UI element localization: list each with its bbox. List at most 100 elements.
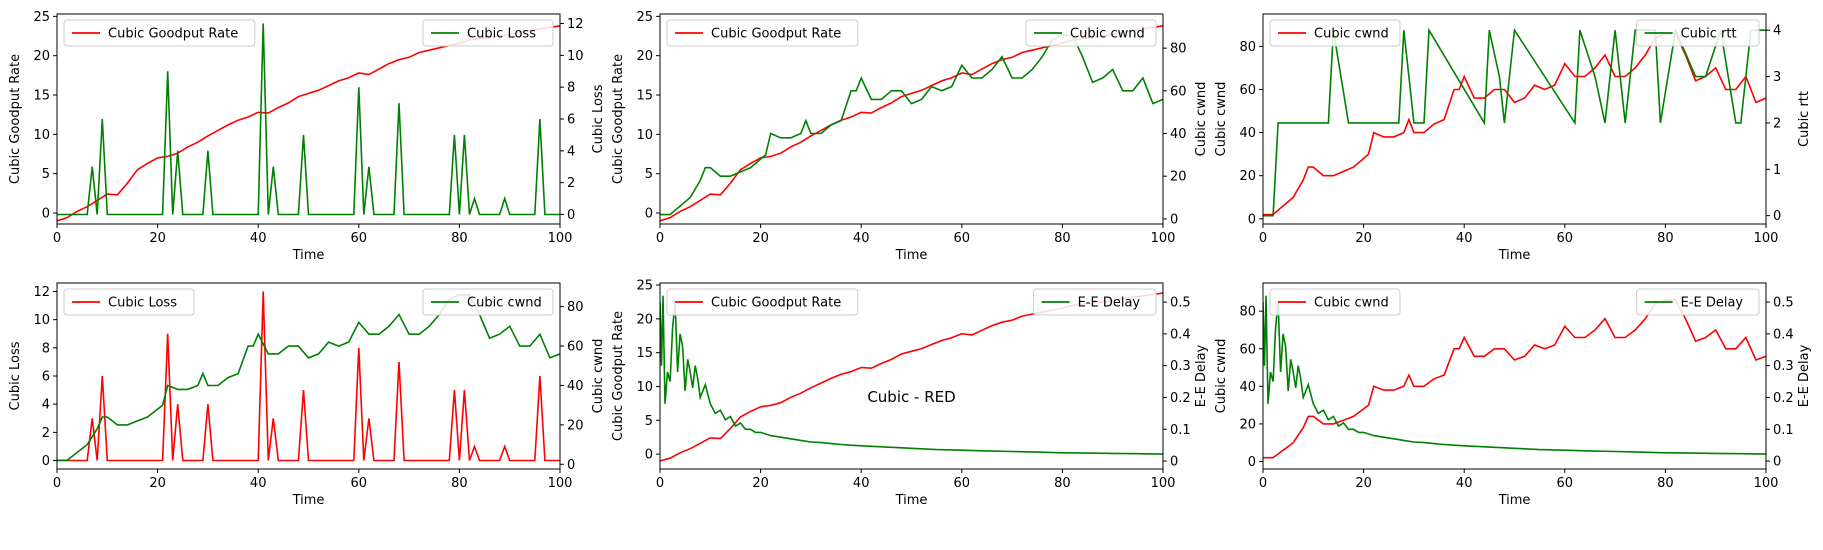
y-left-axis-label: Cubic Loss (8, 341, 23, 410)
legend-left: Cubic Goodput Rate (63, 19, 256, 47)
x-tick-label: 20 (149, 231, 166, 246)
legend-label: Cubic Loss (108, 296, 177, 311)
y-right-tick-label: 0 (1773, 455, 1781, 470)
legend-box (63, 288, 195, 316)
x-tick-label: 60 (1557, 476, 1574, 491)
y-right-axis-label: Cubic Loss (591, 84, 606, 153)
y-right-tick-label: 10 (567, 49, 584, 64)
y-right-tick-label: 0 (567, 208, 575, 223)
y-left-tick-label: 80 (1239, 40, 1256, 55)
y-left-tick-label: 25 (636, 279, 653, 294)
y-left-tick-label: 10 (33, 128, 50, 143)
y-left-tick-label: 20 (1239, 169, 1256, 184)
legend-box (422, 19, 554, 47)
legend-box (422, 288, 554, 316)
y-left-tick-label: 0 (1248, 455, 1256, 470)
y-left-tick-label: 0 (645, 448, 653, 463)
legend-box (63, 19, 256, 47)
y-right-tick-label: 0.5 (1773, 296, 1794, 311)
legend-box (666, 19, 859, 47)
y-left-tick-label: 12 (33, 285, 50, 300)
y-left-tick-label: 25 (33, 10, 50, 25)
series-line-right (57, 23, 560, 216)
legend-label: Cubic Loss (467, 27, 536, 42)
y-right-tick-label: 20 (567, 418, 584, 433)
legend-left: Cubic Goodput Rate (666, 19, 859, 47)
y-right-tick-label: 8 (567, 81, 575, 96)
legend-right: Cubic Loss (422, 19, 554, 47)
subplot-3: 0 20 40 60 80 100 Time 0 20 40 60 80 Cubic cwnd 0 1 2 3 4… (1214, 13, 1812, 263)
x-tick-label: 60 (351, 476, 368, 491)
x-tick-label: 80 (1054, 476, 1071, 491)
legend-right: Cubic cwnd (1025, 19, 1157, 47)
x-tick-label: 0 (656, 231, 664, 246)
y-left-tick-label: 40 (1239, 126, 1256, 141)
y-right-tick-label: 80 (1170, 42, 1187, 57)
x-tick-label: 80 (1657, 476, 1674, 491)
axes-frame (1262, 282, 1767, 470)
axes-frame (659, 282, 1164, 470)
legend-label: Cubic rtt (1681, 27, 1737, 42)
x-tick-label: 60 (954, 476, 971, 491)
x-tick-label: 100 (1151, 231, 1176, 246)
y-right-axis-label: E-E Delay (1194, 344, 1209, 407)
x-tick-label: 0 (1259, 476, 1267, 491)
y-right-tick-label: 12 (567, 17, 584, 32)
y-right-tick-label: 20 (1170, 170, 1187, 185)
legend-left: Cubic Goodput Rate (666, 288, 859, 316)
y-left-tick-label: 40 (1239, 380, 1256, 395)
subplot-4: 0 20 40 60 80 100 Time 0 2 4 6 8 10 12 Cubic Loss 0 20 40… (8, 282, 606, 508)
series-line-left (57, 291, 560, 462)
series-line-right (1263, 27, 1766, 217)
y-right-tick-label: 2 (567, 176, 575, 191)
x-tick-label: 40 (1456, 231, 1473, 246)
series-line-right (660, 34, 1163, 216)
y-right-tick-label: 0.2 (1773, 391, 1794, 406)
x-tick-label: 60 (1557, 231, 1574, 246)
x-tick-label: 20 (752, 476, 769, 491)
x-tick-label: 80 (1657, 231, 1674, 246)
y-right-tick-label: 4 (1773, 24, 1781, 39)
subplot-5: 0 20 40 60 80 100 Time 0 5 10 15 20 25 Cubic Goodput … (611, 279, 1209, 508)
x-tick-label: 100 (1754, 476, 1779, 491)
x-tick-label: 100 (1754, 231, 1779, 246)
legend-left: Cubic cwnd (1269, 288, 1401, 316)
y-left-tick-label: 4 (42, 398, 50, 413)
legend-label: Cubic Goodput Rate (108, 27, 238, 42)
x-tick-label: 100 (1151, 476, 1176, 491)
y-right-tick-label: 0.3 (1773, 359, 1794, 374)
legend-label: Cubic Goodput Rate (711, 296, 841, 311)
legend-left: Cubic Loss (63, 288, 195, 316)
x-tick-label: 40 (853, 231, 870, 246)
x-tick-label: 100 (548, 231, 573, 246)
legend-box (1269, 288, 1401, 316)
legend-box (1269, 19, 1401, 47)
x-tick-label: 80 (1054, 231, 1071, 246)
legend-box (1033, 288, 1157, 316)
y-left-tick-label: 0 (1248, 212, 1256, 227)
series-line-left (57, 25, 560, 222)
legend-label: Cubic cwnd (1314, 296, 1389, 311)
y-right-tick-label: 40 (1170, 127, 1187, 142)
y-left-tick-label: 15 (636, 346, 653, 361)
y-right-tick-label: 0.5 (1170, 296, 1191, 311)
y-left-axis-label: Cubic Goodput Rate (8, 54, 23, 184)
y-left-tick-label: 15 (636, 89, 653, 104)
y-right-axis-label: E-E Delay (1797, 344, 1812, 407)
y-left-axis-label: Cubic cwnd (1214, 82, 1229, 157)
y-right-axis-label: Cubic cwnd (1194, 82, 1209, 157)
y-left-tick-label: 10 (636, 128, 653, 143)
y-left-tick-label: 10 (636, 380, 653, 395)
y-right-tick-label: 0.3 (1170, 359, 1191, 374)
y-left-tick-label: 60 (1239, 342, 1256, 357)
legend-right: E-E Delay (1033, 288, 1157, 316)
legend-label: Cubic cwnd (467, 296, 542, 311)
x-tick-label: 20 (1355, 231, 1372, 246)
y-left-tick-label: 6 (42, 370, 50, 385)
y-right-tick-label: 0 (567, 458, 575, 473)
legend-label: Cubic cwnd (1314, 27, 1389, 42)
x-axis-label: Time (292, 493, 325, 508)
y-right-tick-label: 0.4 (1170, 327, 1191, 342)
x-tick-label: 0 (53, 476, 61, 491)
y-left-tick-label: 0 (42, 206, 50, 221)
